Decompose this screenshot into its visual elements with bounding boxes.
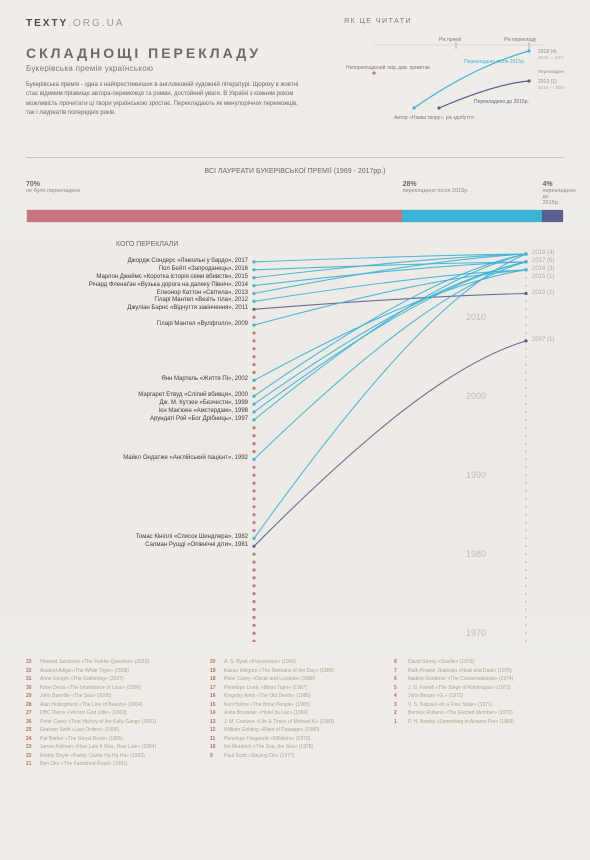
divider — [26, 157, 564, 158]
legend-diagram: Рік премії Рік перекладу Неперекладений … — [344, 33, 564, 143]
footer-item: 16Kingsley Amis «The Old Devils» (1986) — [210, 692, 380, 701]
footer-item: 19Kazuo Ishiguro «The Remains of the Day… — [210, 667, 380, 676]
who-heading: КОГО ПЕРЕКЛАЛИ — [116, 241, 564, 248]
footer-item: 10Iris Murdoch «The Sea, the Sea» (1978) — [210, 743, 380, 752]
brand-main: TEXTY — [26, 18, 68, 29]
svg-text:Перекладено після 2015р.: Перекладено після 2015р. — [464, 59, 525, 65]
intro-text: Букерівська премія - одна з найпрестижні… — [26, 81, 306, 118]
translated-item: Томас Кініллі «Список Шиндлера», 1982 — [136, 534, 248, 540]
footer-item: 17Penelope Lively «Moon Tiger» (1987) — [210, 684, 380, 693]
year-count: 2018 (4) — [532, 250, 554, 256]
brand: TEXTY.ORG.UA — [26, 18, 306, 29]
laureates-heading: ВСІ ЛАУРЕАТИ БУКЕРІВСЬКОЇ ПРЕМІЇ (1969 -… — [26, 168, 564, 175]
footer-item: 28Alan Hollinghurst «The Line of Beauty»… — [26, 701, 196, 710]
footer-item: 12William Golding «Rites of Passage» (19… — [210, 726, 380, 735]
footer-item: 30Kiran Desai «The Inheritance of Loss» … — [26, 684, 196, 693]
translated-item: Річард Фленаґан «Вузька дорога на далеку… — [89, 282, 248, 288]
year-count: 2016 (3) — [532, 266, 554, 272]
year-count: 2015 (1) — [532, 274, 554, 280]
page-subtitle: Букерівська премія українською — [26, 64, 306, 73]
page-title: СКЛАДНОЩІ ПЕРЕКЛАДУ — [26, 45, 306, 61]
legend: ЯК ЦЕ ЧИТАТИ Рік премії Рік перекладу — [344, 18, 564, 143]
svg-text:Перекладено до 2015р.: Перекладено до 2015р. — [474, 99, 529, 105]
legend-title: ЯК ЦЕ ЧИТАТИ — [344, 18, 564, 25]
svg-text:Рік перекладу: Рік перекладу — [504, 37, 537, 43]
year-count: 2007 (1) — [532, 337, 554, 343]
legend-untranslated: Неперекладений твір, див. примітки — [346, 64, 430, 71]
footer-item: 25Graham Swift «Last Orders» (1996) — [26, 726, 196, 735]
translated-item: Гіларі Мантел «Везіть тіла», 2012 — [154, 297, 248, 303]
footer-item: 6Nadine Gordimer «The Conservationist» (… — [394, 675, 564, 684]
year-count: 2013 (1) — [532, 290, 554, 296]
svg-text:2015 — 2017: 2015 — 2017 — [538, 55, 564, 60]
translated-item: Джуліан Барнс «Відчуття закінчення», 201… — [127, 305, 248, 311]
translated-item: Арундаті Рой «Бог Дрібниць», 1997 — [150, 416, 248, 422]
footer-item: 20A. S. Byatt «Possession» (1990) — [210, 658, 380, 667]
translated-item: Салман Рушді «Опівнічні діти», 1981 — [145, 542, 248, 548]
pct-labels: 70%не було перекладено28%перекладено піс… — [26, 181, 564, 206]
footer-item: 9Paul Scott «Staying On» (1977) — [210, 752, 380, 761]
footer-item: 7Ruth Prawer Jhabvala «Heat and Dust» (1… — [394, 667, 564, 676]
svg-text:Перекладено лауреатів за рік: Перекладено лауреатів за рік — [538, 69, 564, 74]
svg-text:Автор «Назва твору», рік здобу: Автор «Назва твору», рік здобуття — [394, 115, 474, 121]
footer-item: 33Howard Jacobson «The Finkler Question»… — [26, 658, 196, 667]
translated-item: Елеонор Каттон «Світила», 2013 — [157, 290, 248, 296]
footer-item: 27DBC Pierre «Vernon God Little» (2003) — [26, 709, 196, 718]
footer-item: 8David Storey «Saville» (1976) — [394, 658, 564, 667]
footer-item: 32Aravind Adiga «The White Tiger» (2008) — [26, 667, 196, 676]
translated-item: Маргарет Етвуд «Сліпий вбивця», 2000 — [138, 392, 248, 398]
footer-item: 31Anne Enright «The Gathering» (2007) — [26, 675, 196, 684]
svg-text:Рік премії: Рік премії — [439, 37, 462, 43]
footer-item: 22Roddy Doyle «Paddy Clarke Ha Ha Ha» (1… — [26, 752, 196, 761]
translated-item: Марлон Джеймс «Коротка історія семи вбив… — [96, 274, 248, 280]
footer-list: 33Howard Jacobson «The Finkler Question»… — [26, 658, 564, 769]
translated-item: Дж. М. Кутзее «Безчестя», 1999 — [159, 400, 248, 406]
year-count: 2017 (6) — [532, 258, 554, 264]
translated-item: Пол Бейті «Запроданець», 2016 — [159, 266, 248, 272]
svg-text:2015 — 2009: 2015 — 2009 — [538, 85, 564, 90]
footer-item: 14Anita Brookner «Hotel du Lac» (1984) — [210, 709, 380, 718]
footer-item: 18Peter Carey «Oscar and Lucinda» (1988) — [210, 675, 380, 684]
translated-item: Гіларі Мантел «Вулфголл», 2009 — [157, 321, 248, 327]
footer-item: 15Keri Hulme «The Bone People» (1985) — [210, 701, 380, 710]
footer-item: 23James Kelman «How Late It Was, How Lat… — [26, 743, 196, 752]
footer-item: 21Ben Okri «The Famished Road» (1991) — [26, 760, 196, 769]
translated-item: Ієн Мак'юен «Амстердам», 1998 — [159, 408, 248, 414]
footer-item: 11Penelope Fitzgerald «Offshore» (1979) — [210, 735, 380, 744]
brand-suffix: .ORG.UA — [68, 18, 124, 29]
footer-item: 29John Banville «The Sea» (2005) — [26, 692, 196, 701]
footer-item: 1P. H. Newby «Something to Answer For» (… — [394, 718, 564, 727]
laureates-bar — [26, 209, 564, 223]
arc-chart: 20102000199019801970Джордж Сондерс «Лінк… — [26, 252, 566, 642]
footer-item: 3V. S. Naipaul «In a Free State» (1971) — [394, 701, 564, 710]
footer-item: 13J. M. Coetzee «Life & Times of Michael… — [210, 718, 380, 727]
footer-item: 5J. G. Farrell «The Siege of Krishnapur»… — [394, 684, 564, 693]
translated-item: Джордж Сондерс «Лінкольн у бардо», 2017 — [128, 258, 248, 264]
translated-item: Майкл Ондатже «Англійський пацієнт», 199… — [123, 455, 248, 461]
footer-item: 26Peter Carey «True History of the Kelly… — [26, 718, 196, 727]
translated-item: Янн Мартель «Життя Пі», 2002 — [161, 376, 248, 382]
footer-item: 4John Berger «G.» (1972) — [394, 692, 564, 701]
footer-item: 2Bernice Rubens «The Elected Member» (19… — [394, 709, 564, 718]
footer-item: 24Pat Barker «The Ghost Road» (1995) — [26, 735, 196, 744]
